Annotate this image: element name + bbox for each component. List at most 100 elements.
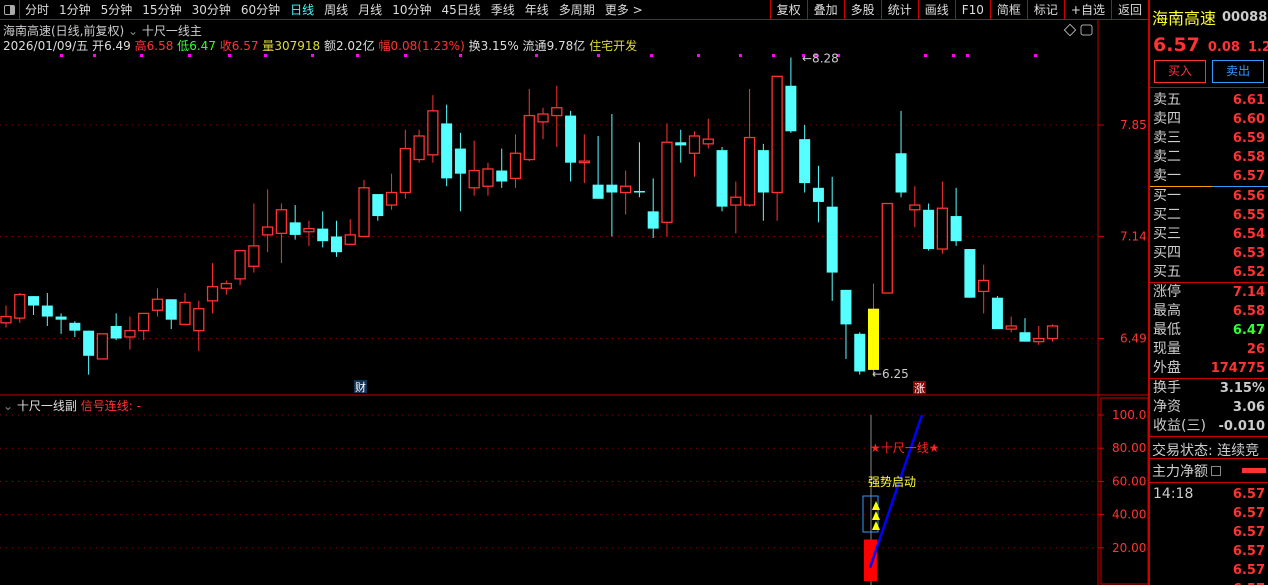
row-value: 6.53 xyxy=(1232,246,1265,261)
candle-body xyxy=(151,298,164,311)
period-tab[interactable]: 10分钟 xyxy=(392,3,432,17)
period-tab[interactable]: 45日线 xyxy=(441,3,481,17)
y-tick-label: 40.00 xyxy=(1112,508,1146,522)
signal-dot xyxy=(802,54,805,57)
period-tab[interactable]: 更多 > xyxy=(604,3,643,17)
tool-button[interactable]: 标记 xyxy=(1026,0,1064,20)
sub-indicator-name[interactable]: 十尺一线副 xyxy=(16,399,77,413)
candle-body xyxy=(124,330,136,338)
row-label: 卖四 xyxy=(1153,111,1181,127)
signal-dot xyxy=(311,54,314,57)
cai-marker-bg xyxy=(354,380,367,393)
candle-body xyxy=(385,191,398,206)
row-label: 买一 xyxy=(1153,188,1181,204)
main-indicator-name[interactable]: 十尺一线主 xyxy=(141,24,202,38)
period-toolbar: 分时 1分钟 5分钟 15分钟 30分钟 60分钟 日线 周线 月线 10分钟 45日线 季线 年线 多周… xyxy=(0,0,1148,20)
ohlc-info: 2026/01/09/五 开6.49 高6.58 低6.47 收6.57 量30… xyxy=(3,37,637,54)
ticks-row: 6.57 xyxy=(1150,523,1268,542)
candle-body xyxy=(248,245,260,267)
candle-body xyxy=(826,206,838,273)
row-label: 现量 xyxy=(1153,341,1181,357)
period-tab[interactable]: 年线 xyxy=(524,3,549,17)
candle-body xyxy=(1005,325,1017,330)
tool-button[interactable]: 画线 xyxy=(917,0,955,20)
tool-button[interactable]: +自选 xyxy=(1063,0,1111,20)
chevron-down-icon[interactable]: ⌄ xyxy=(128,24,139,38)
row-value: 6.55 xyxy=(1232,208,1265,223)
y-tick-label: 7.14 xyxy=(1120,229,1147,243)
float-cap: 9.78亿 xyxy=(546,39,586,53)
list-icon[interactable] xyxy=(1211,465,1221,476)
period-tab[interactable]: 月线 xyxy=(358,3,383,17)
close: 6.57 xyxy=(231,39,259,53)
tool-button[interactable]: 统计 xyxy=(880,0,918,20)
period-tab[interactable]: 周线 xyxy=(324,3,349,17)
row-value: 26 xyxy=(1246,342,1265,357)
tool-button[interactable]: 复权 xyxy=(769,0,807,20)
period-tab[interactable]: 5分钟 xyxy=(100,3,133,17)
cai-marker: 财 xyxy=(355,380,366,394)
row-value: 6.60 xyxy=(1232,112,1265,127)
triangle-up-icon xyxy=(872,511,880,520)
period-tab[interactable]: 日线 xyxy=(290,3,315,17)
tool-button[interactable]: 简框 xyxy=(989,0,1027,20)
panel-toggle-button[interactable] xyxy=(0,0,20,20)
tool-button[interactable]: 多股 xyxy=(843,0,881,20)
candle-body xyxy=(14,293,26,319)
amt-label: 额 xyxy=(323,39,336,53)
last-price: 6.57 xyxy=(1153,34,1200,56)
diamond-icon xyxy=(1063,23,1077,37)
date: 2026/01/09/五 xyxy=(3,39,89,53)
vol-label: 量 xyxy=(262,39,275,53)
bids-row: 买五 6.52 xyxy=(1150,263,1268,282)
period-tab[interactable]: 60分钟 xyxy=(240,3,281,17)
row-label: 买四 xyxy=(1153,245,1181,261)
period-tab[interactable]: 多周期 xyxy=(558,3,595,17)
stats-row: 外盘 174775 xyxy=(1150,359,1268,378)
candle-body xyxy=(482,168,494,187)
signal-label: 信号连线: - xyxy=(80,399,141,413)
period-tab[interactable]: 30分钟 xyxy=(191,3,231,17)
tool-button[interactable]: F10 xyxy=(954,0,990,20)
signal-dot xyxy=(924,54,927,57)
stock-title: 海南高速(日线,前复权) xyxy=(3,24,125,38)
sell-button[interactable]: 卖出 xyxy=(1212,60,1264,83)
candle-body xyxy=(55,316,67,320)
candle-body xyxy=(275,209,288,234)
candle-body xyxy=(179,301,191,326)
kline-chart[interactable]: 7.85 7.14 6.49 ←8.28 ←6.25 财 涨 100.0 80.00 60.00 4… xyxy=(0,0,1148,585)
sector[interactable]: 住宅开发 xyxy=(589,39,638,53)
signal-dot xyxy=(597,54,600,57)
tool-button[interactable]: 返回 xyxy=(1110,0,1148,20)
period-tab[interactable]: 分时 xyxy=(25,3,50,17)
max-price-label: ←8.28 xyxy=(802,51,839,65)
open: 6.49 xyxy=(104,39,131,53)
row-value: 6.54 xyxy=(1232,227,1265,242)
chevron-down-icon[interactable]: ⌄ xyxy=(3,399,14,413)
period-tab[interactable]: 15分钟 xyxy=(142,3,182,17)
candle-body xyxy=(909,204,921,211)
candle-body xyxy=(261,226,274,236)
row-label: 外盘 xyxy=(1153,360,1181,376)
y-tick-label: 80.00 xyxy=(1112,441,1146,455)
candle-body xyxy=(592,184,604,199)
signal-dot xyxy=(1034,54,1037,57)
period-tab[interactable]: 1分钟 xyxy=(59,3,91,17)
buy-button[interactable]: 买入 xyxy=(1154,60,1206,83)
row-label: 买五 xyxy=(1153,264,1181,280)
candle-body xyxy=(606,184,618,193)
panel-icon xyxy=(4,4,15,15)
signal-dot xyxy=(264,54,267,57)
chart-title: 海南高速(日线,前复权) ⌄ 十尺一线主 xyxy=(3,22,202,39)
signal-dot xyxy=(837,54,840,57)
amount: 2.02亿 xyxy=(335,39,375,53)
tool-button[interactable]: 叠加 xyxy=(806,0,844,20)
candle-body xyxy=(565,115,577,163)
ticks-row: 6.57 xyxy=(1150,504,1268,523)
candle-body xyxy=(413,135,425,161)
row-label: 换手 xyxy=(1153,380,1181,396)
bids-row: 买三 6.54 xyxy=(1150,225,1268,244)
row-value: 6.57 xyxy=(1232,563,1265,578)
signal-box xyxy=(862,495,879,533)
period-tab[interactable]: 季线 xyxy=(490,3,515,17)
